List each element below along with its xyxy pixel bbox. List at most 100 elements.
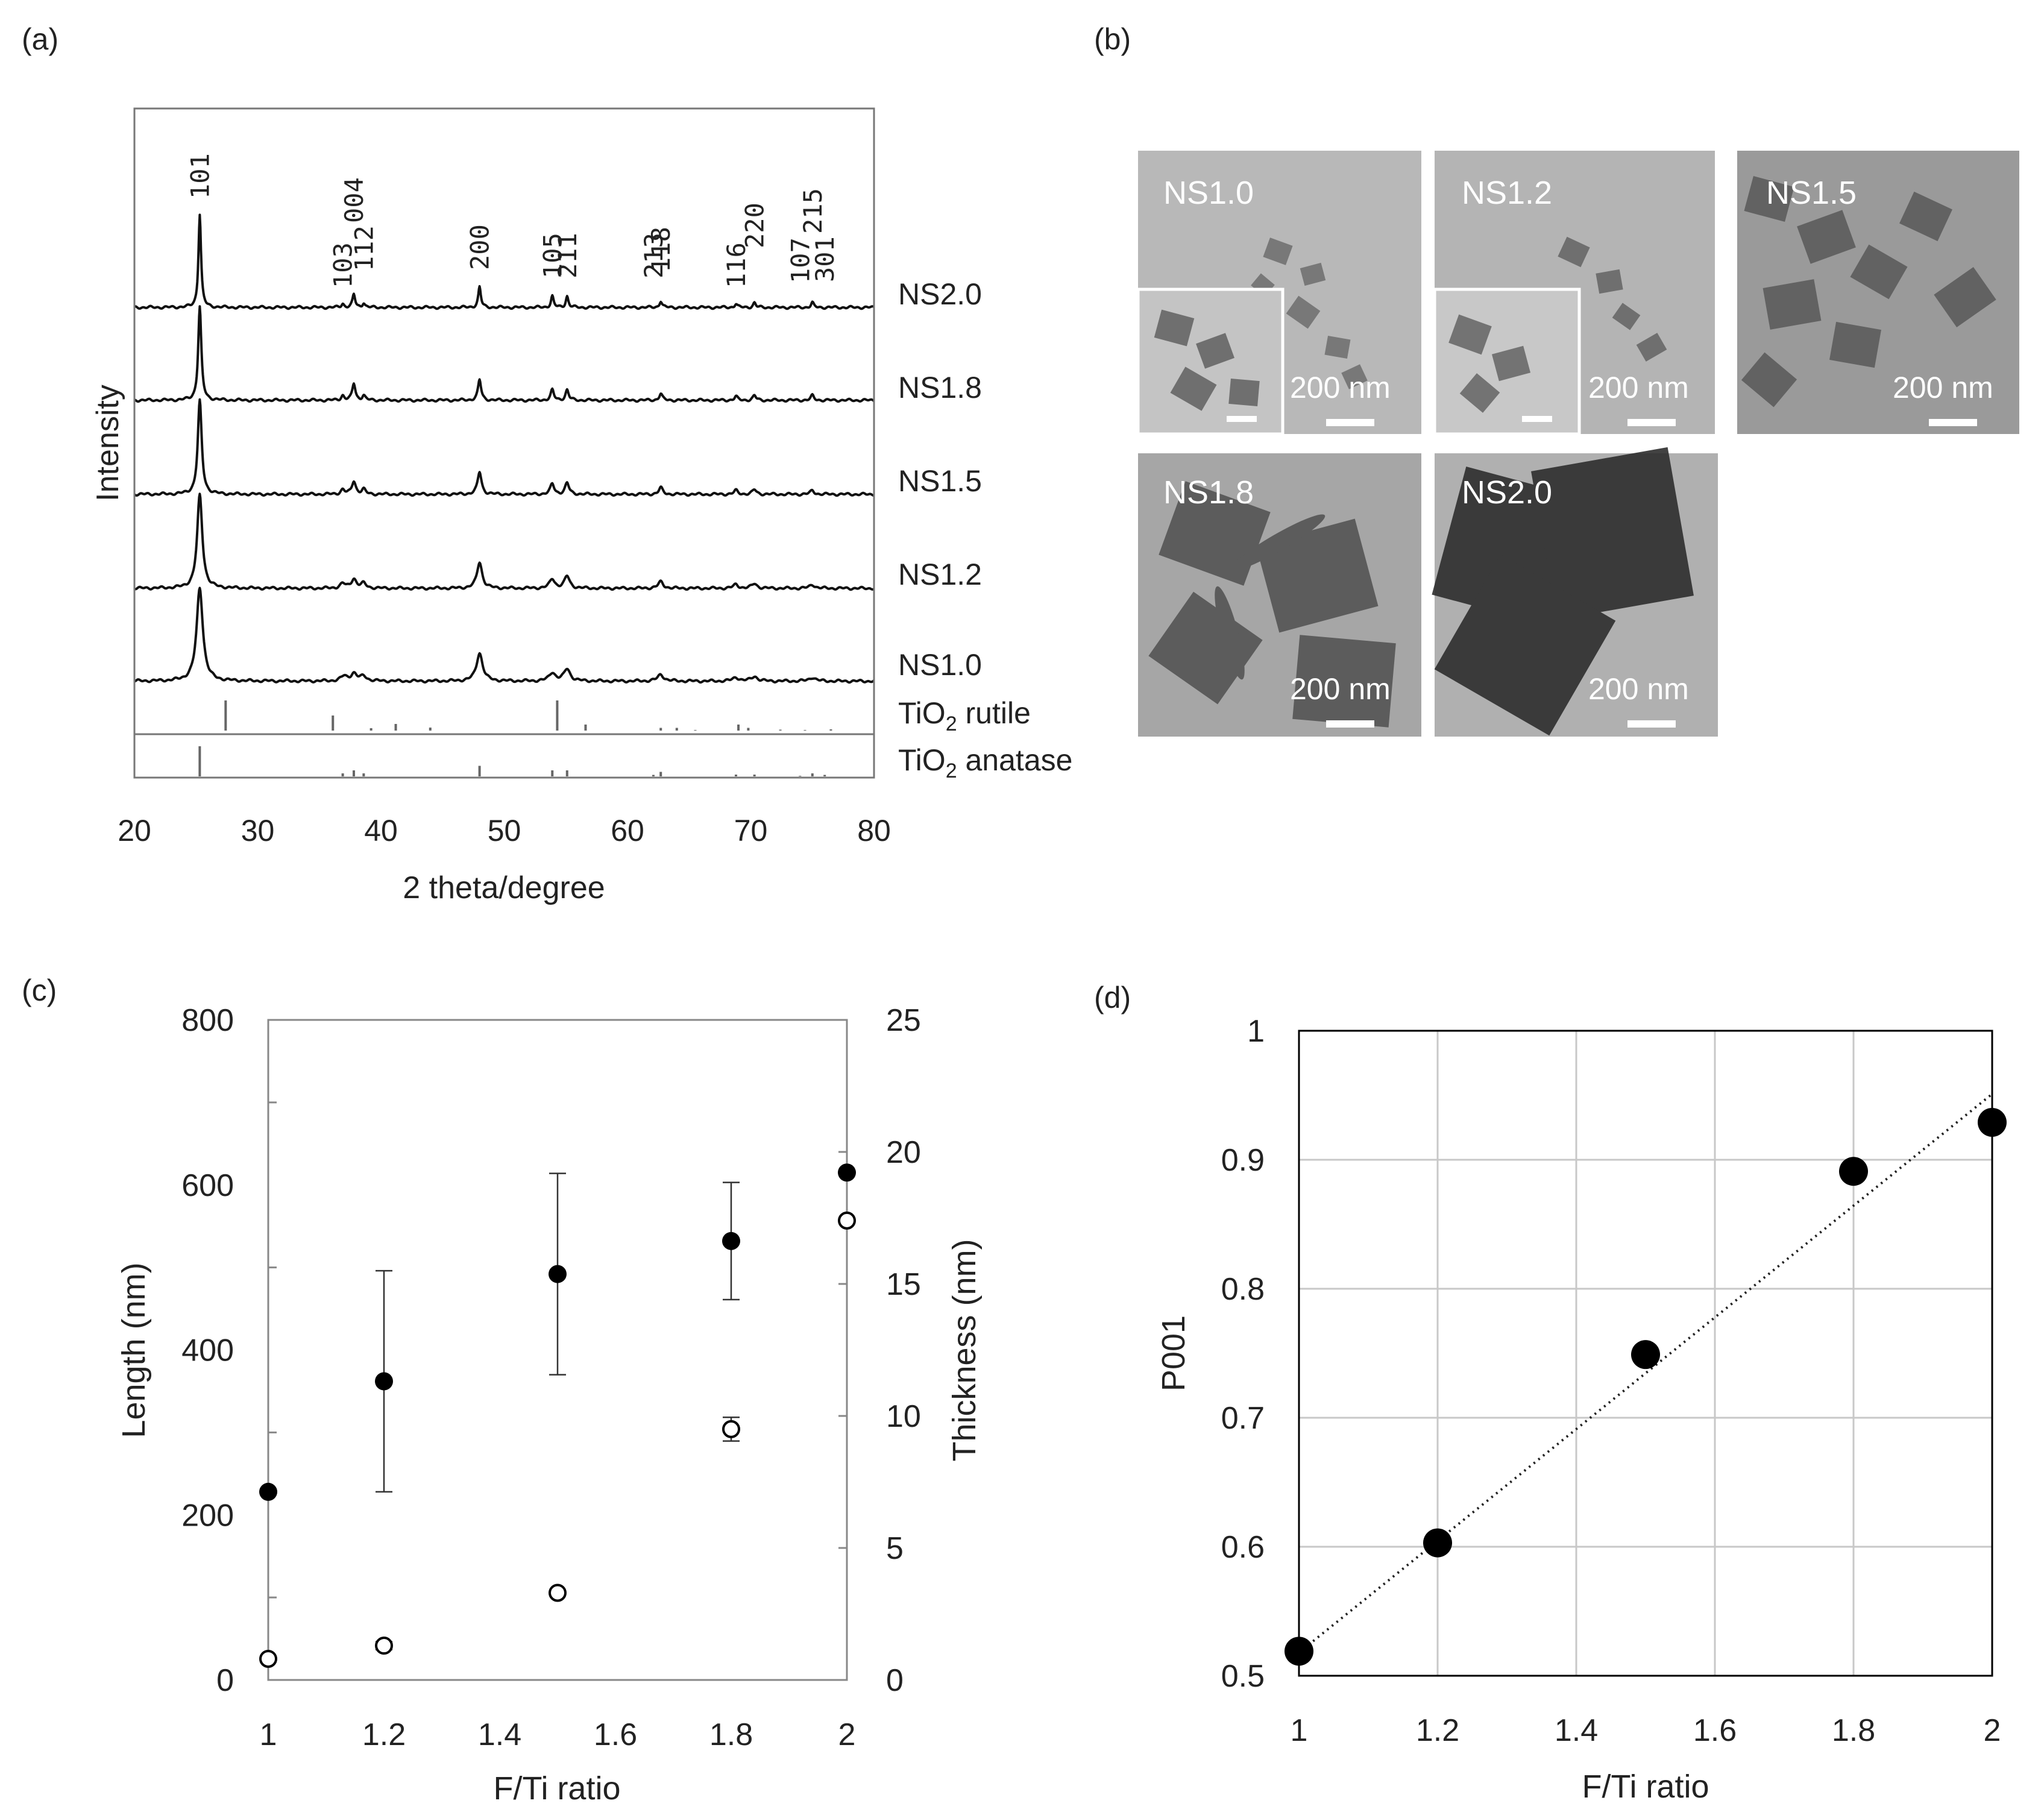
tem-label-ns1-0: NS1.0: [1163, 175, 1254, 211]
c-x-tick-1-4: 1.4: [478, 1717, 521, 1752]
peak-label-118: 118: [646, 227, 676, 272]
tem-image-ns1-2: NS1.2 200 nm: [1433, 151, 1715, 436]
c-y-right-tick-15: 15: [886, 1267, 921, 1302]
xrd-y-axis-title: Intensity: [90, 385, 125, 502]
c-x-tick-1-2: 1.2: [362, 1717, 406, 1752]
series-label-ns1-5: NS1.5: [898, 464, 982, 498]
xrd-x-tick-20: 20: [118, 814, 151, 848]
c-y-tick-600: 600: [181, 1168, 234, 1203]
xrd-trace-ns1-5: [133, 398, 875, 497]
c-x-tick-1-6: 1.6: [594, 1717, 637, 1752]
tem-label-ns1-5: NS1.5: [1766, 175, 1857, 211]
xrd-trace-ns2-0: [134, 213, 875, 310]
peak-label-220: 220: [740, 203, 770, 248]
panel-label-c: (c): [22, 973, 57, 1007]
c-point-length: [722, 1231, 740, 1250]
xrd-x-axis-title: 2 theta/degree: [403, 870, 605, 905]
tem-label-ns2-0: NS2.0: [1462, 474, 1552, 511]
peak-label-101: 101: [185, 153, 215, 199]
peak-label-107: 107: [785, 237, 815, 283]
reference-label-0: TiO2 rutile: [898, 696, 1031, 735]
xrd-x-tick-80: 80: [857, 814, 891, 848]
series-label-ns2-0: NS2.0: [898, 277, 982, 311]
d-plot-frame: [1298, 1030, 1993, 1677]
d-point: [1839, 1157, 1868, 1186]
c-point-length: [549, 1265, 567, 1283]
d-x-tick-1: 1: [1291, 1713, 1308, 1748]
tem-scale-ns1-5: 200 nm: [1893, 371, 1993, 404]
d-x-tick-1-2: 1.2: [1416, 1713, 1459, 1748]
c-point-thickness: [838, 1211, 856, 1230]
c-x-axis-title: F/Ti ratio: [493, 1770, 620, 1807]
c-y-axis-title-right: Thickness (nm): [946, 1239, 983, 1461]
tem-image-ns2-0: NS2.0 200 nm: [1432, 447, 1718, 737]
tem-scale-ns2-0: 200 nm: [1588, 672, 1689, 706]
tem-scale-ns1-2: 200 nm: [1588, 371, 1689, 404]
p001-chart: 1 1.2 1.4 1.6 1.8 2 0.5 0.6 0.7 0.8 0.9 1 F/Ti rati…: [1156, 1014, 2007, 1805]
d-x-tick-2: 2: [1984, 1713, 2001, 1748]
c-y-right-tick-10: 10: [886, 1399, 921, 1434]
peak-label-105: 105: [538, 233, 567, 278]
d-y-tick-1: 1: [1247, 1014, 1265, 1049]
c-y-tick-0: 0: [216, 1663, 234, 1698]
xrd-x-tick-50: 50: [488, 814, 521, 848]
xrd-trace-ns1-8: [134, 305, 875, 403]
panel-label-d: (d): [1094, 981, 1131, 1014]
series-label-ns1-8: NS1.8: [898, 371, 982, 404]
peak-label-116: 116: [722, 242, 751, 288]
tem-label-ns1-8: NS1.8: [1163, 474, 1254, 511]
c-y-right-tick-20: 20: [886, 1135, 921, 1170]
xrd-x-tick-40: 40: [364, 814, 398, 848]
c-y-tick-800: 800: [181, 1003, 234, 1038]
c-point-length: [259, 1482, 277, 1501]
peak-label-004: 004: [339, 177, 369, 223]
c-y-tick-200: 200: [181, 1498, 234, 1533]
peak-label-112: 112: [349, 225, 379, 271]
c-plot-frame: [267, 1019, 848, 1681]
xrd-trace-ns1-0: [134, 587, 875, 684]
xrd-x-tick-60: 60: [611, 814, 644, 848]
d-x-tick-1-8: 1.8: [1832, 1713, 1875, 1748]
d-point: [1631, 1340, 1660, 1370]
series-label-ns1-0: NS1.0: [898, 648, 982, 682]
c-y-tick-400: 400: [181, 1333, 234, 1368]
c-point-thickness: [549, 1584, 567, 1602]
d-y-tick-0-9: 0.9: [1221, 1143, 1265, 1178]
c-x-tick-2: 2: [838, 1717, 856, 1752]
c-point-thickness: [375, 1637, 393, 1655]
xrd-x-tick-30: 30: [241, 814, 275, 848]
peak-label-301: 301: [810, 236, 840, 282]
c-y-right-tick-0: 0: [886, 1663, 904, 1698]
peak-label-200: 200: [465, 224, 495, 270]
c-x-tick-1: 1: [260, 1717, 277, 1752]
d-y-tick-0-7: 0.7: [1221, 1401, 1265, 1436]
xrd-x-tick-70: 70: [734, 814, 768, 848]
c-y-axis-title-left: Length (nm): [116, 1262, 152, 1438]
c-point-thickness: [722, 1420, 740, 1438]
peak-label-211: 211: [553, 233, 582, 278]
panel-label-b: (b): [1094, 22, 1131, 56]
tem-image-ns1-0: NS1.0 200 nm: [1136, 151, 1421, 436]
xrd-trace-ns1-2: [134, 492, 875, 591]
d-x-tick-1-4: 1.4: [1555, 1713, 1598, 1748]
d-y-tick-0-8: 0.8: [1221, 1272, 1265, 1307]
d-point: [1423, 1528, 1452, 1558]
d-point: [1978, 1107, 2007, 1137]
tem-image-ns1-5: NS1.5 200 nm: [1737, 151, 2019, 434]
tem-scale-ns1-8: 200 nm: [1290, 672, 1391, 706]
peak-label-215: 215: [798, 188, 828, 234]
d-trendline: [1298, 1093, 1993, 1654]
d-x-tick-1-6: 1.6: [1693, 1713, 1737, 1748]
tem-scale-ns1-0: 200 nm: [1290, 371, 1391, 404]
c-x-tick-1-8: 1.8: [709, 1717, 753, 1752]
c-point-thickness: [259, 1649, 277, 1668]
d-y-tick-0-5: 0.5: [1221, 1659, 1265, 1694]
peak-label-103: 103: [329, 242, 358, 288]
panel-label-a: (a): [22, 22, 58, 56]
d-x-axis-title: F/Ti ratio: [1582, 1769, 1709, 1805]
tem-label-ns1-2: NS1.2: [1462, 175, 1552, 211]
c-point-length: [375, 1372, 393, 1391]
